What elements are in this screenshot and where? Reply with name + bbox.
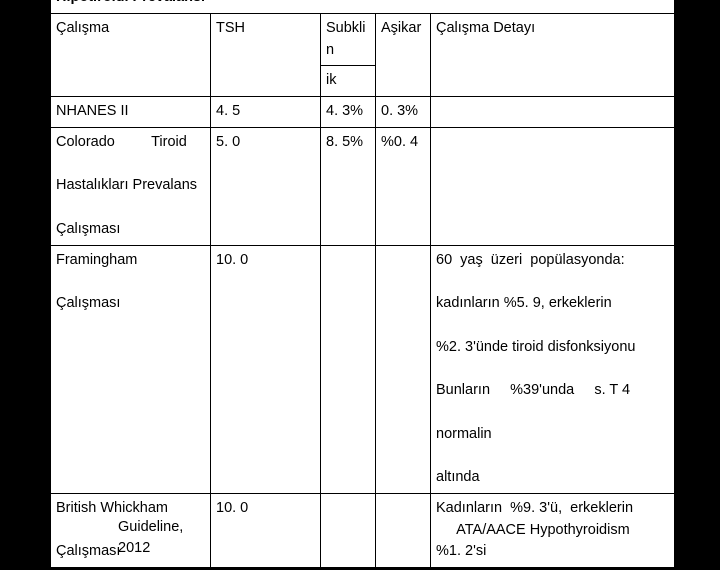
table-title: Hipotiroidi Prevalansı (51, 0, 675, 13)
cell-tsh: 4. 5 (211, 97, 321, 128)
cell-sub (321, 245, 376, 493)
hipotiroidi-table: Hipotiroidi Prevalansı Çalışma TSH Subkl… (50, 0, 675, 568)
table-row: British WhickhamÇalışmasıGuideline, 2012… (51, 493, 675, 567)
cell-tsh: 10. 0 (211, 245, 321, 493)
header-tsh: TSH (211, 13, 321, 96)
cell-sub: 4. 3% (321, 97, 376, 128)
cell-study: FraminghamÇalışması (51, 245, 211, 493)
table-row: Colorado TiroidHastalıkları PrevalansÇal… (51, 127, 675, 245)
header-subklin-top: Subklin (321, 13, 376, 66)
header-study: Çalışma (51, 13, 211, 96)
cell-sub (321, 493, 376, 567)
cell-detay (431, 127, 675, 245)
cell-asikar: 0. 3% (376, 97, 431, 128)
cell-asikar: %0. 4 (376, 127, 431, 245)
cell-detay: Kadınların %9. 3'ü, erkeklerin ATA/AACE … (431, 493, 675, 567)
cell-study: British WhickhamÇalışmasıGuideline, 2012 (51, 493, 211, 567)
header-subklin-bottom: ik (321, 66, 376, 97)
cell-asikar (376, 245, 431, 493)
cell-study: Colorado TiroidHastalıkları PrevalansÇal… (51, 127, 211, 245)
cell-detay (431, 97, 675, 128)
header-asikar: Aşikar (376, 13, 431, 96)
header-row-1: Çalışma TSH Subklin Aşikar Çalışma Detay… (51, 13, 675, 66)
title-row: Hipotiroidi Prevalansı (51, 0, 675, 13)
table-row: FraminghamÇalışması 10. 0 60 yaş üzeri p… (51, 245, 675, 493)
cell-detay: 60 yaş üzeri popülasyonda:kadınların %5.… (431, 245, 675, 493)
cell-asikar (376, 493, 431, 567)
table-container: Hipotiroidi Prevalansı Çalışma TSH Subkl… (48, 0, 672, 570)
guideline-footer: Guideline, 2012 (113, 517, 210, 561)
header-detay: Çalışma Detayı (431, 13, 675, 96)
cell-sub: 8. 5% (321, 127, 376, 245)
table-row: NHANES II 4. 5 4. 3% 0. 3% (51, 97, 675, 128)
cell-study: NHANES II (51, 97, 211, 128)
cell-tsh: 10. 0 (211, 493, 321, 567)
cell-tsh: 5. 0 (211, 127, 321, 245)
